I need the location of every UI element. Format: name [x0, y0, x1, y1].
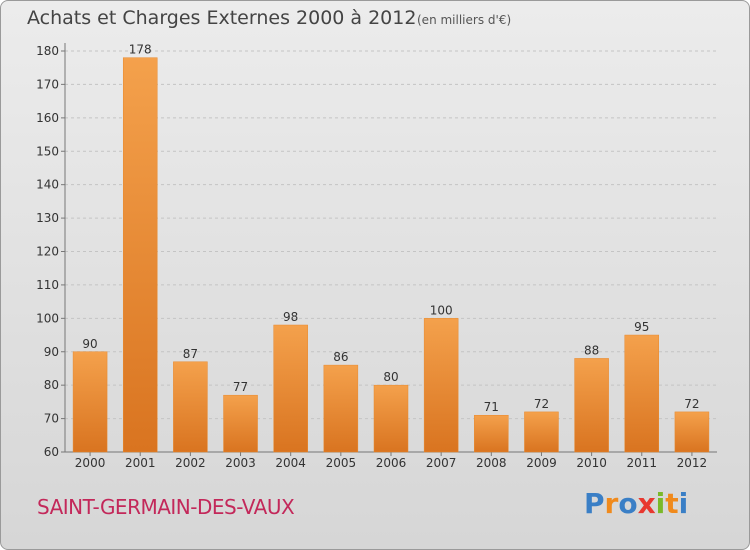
x-tick-label: 2000 [75, 456, 106, 470]
y-tick-label: 110 [36, 278, 59, 292]
logo-letter: o [618, 487, 638, 520]
proxiti-logo: Proxiti [584, 487, 688, 520]
logo-letter: i [678, 487, 689, 520]
logo-letter: i [655, 487, 666, 520]
bar [72, 351, 108, 453]
y-tick-label: 60 [44, 445, 59, 459]
data-label: 178 [129, 43, 152, 57]
bars [72, 57, 710, 453]
bar [373, 384, 409, 453]
data-label: 71 [484, 400, 499, 414]
data-label: 95 [634, 320, 649, 334]
y-tick-label: 150 [36, 144, 59, 158]
axes: 60 70 80 90 100 110 120 130 140 150 160 170 180 2000 2… [36, 43, 717, 470]
bar [323, 364, 359, 453]
x-tick-label: 2008 [476, 456, 507, 470]
x-tick-label: 2006 [376, 456, 407, 470]
y-tick-label: 160 [36, 111, 59, 125]
bar [574, 358, 609, 453]
bar [474, 414, 509, 453]
chart-subtitle: (en milliers d'€) [417, 13, 512, 27]
logo-letter: r [604, 487, 619, 520]
data-labels: 90 178 87 77 98 86 80 100 71 72 88 95 72 [82, 43, 699, 415]
y-tick-label: 170 [36, 77, 59, 91]
y-tick-label: 130 [36, 211, 59, 225]
bar [524, 411, 559, 453]
x-tick-label: 2004 [275, 456, 306, 470]
commune-name: SAINT-GERMAIN-DES-VAUX [37, 495, 295, 519]
data-label: 77 [233, 380, 248, 394]
y-tick-label: 180 [36, 44, 59, 58]
y-tick-label: 100 [36, 311, 59, 325]
bar [423, 318, 459, 453]
x-tick-label: 2001 [125, 456, 156, 470]
x-tick-label: 2007 [426, 456, 457, 470]
bar [273, 324, 308, 453]
bar [173, 361, 208, 453]
chart-title: Achats et Charges Externes 2000 à 2012 [27, 7, 417, 29]
x-tick-label: 2010 [576, 456, 607, 470]
y-tick-label: 90 [44, 345, 59, 359]
y-tick-label: 120 [36, 245, 59, 259]
data-label: 98 [283, 310, 298, 324]
bar [122, 57, 158, 453]
y-tick-label: 140 [36, 178, 59, 192]
logo-letter: t [665, 487, 679, 520]
y-tick-label: 80 [44, 378, 59, 392]
data-label: 88 [584, 343, 599, 357]
x-tick-label: 2011 [626, 456, 657, 470]
y-tick-label: 70 [44, 412, 59, 426]
logo-letter: x [637, 487, 656, 520]
data-label: 90 [82, 337, 97, 351]
x-tick-label: 2002 [175, 456, 206, 470]
data-label: 80 [383, 370, 398, 384]
x-tick-label: 2012 [677, 456, 708, 470]
data-label: 86 [333, 350, 348, 364]
bar [223, 394, 258, 453]
x-tick-label: 2003 [225, 456, 256, 470]
bar [624, 334, 660, 453]
bar [674, 411, 710, 453]
x-tick-label: 2005 [326, 456, 357, 470]
x-tick-label: 2009 [526, 456, 557, 470]
data-label: 72 [684, 397, 699, 411]
data-label: 100 [430, 303, 453, 317]
data-label: 72 [534, 397, 549, 411]
data-label: 87 [183, 347, 198, 361]
logo-letter: P [584, 487, 605, 520]
